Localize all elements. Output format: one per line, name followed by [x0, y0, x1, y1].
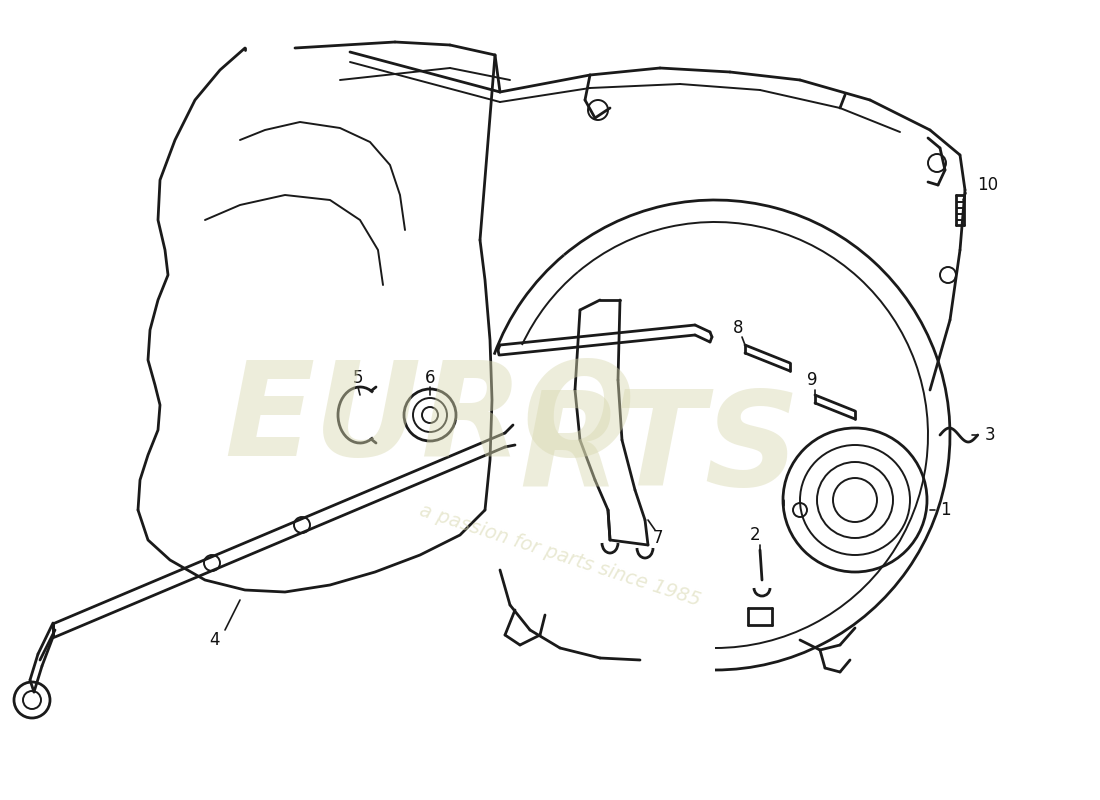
Text: 1: 1: [940, 501, 950, 519]
Text: 10: 10: [977, 176, 998, 194]
Text: 5: 5: [353, 369, 363, 387]
Text: EURO: EURO: [224, 357, 636, 483]
Text: RTS: RTS: [519, 386, 801, 514]
Text: 3: 3: [984, 426, 996, 444]
Text: 8: 8: [733, 319, 744, 337]
Text: a passion for parts since 1985: a passion for parts since 1985: [417, 501, 703, 610]
Text: 6: 6: [425, 369, 436, 387]
Text: 7: 7: [652, 529, 663, 547]
Text: 4: 4: [210, 631, 220, 649]
Text: 2: 2: [750, 526, 760, 544]
Text: 9: 9: [806, 371, 817, 389]
